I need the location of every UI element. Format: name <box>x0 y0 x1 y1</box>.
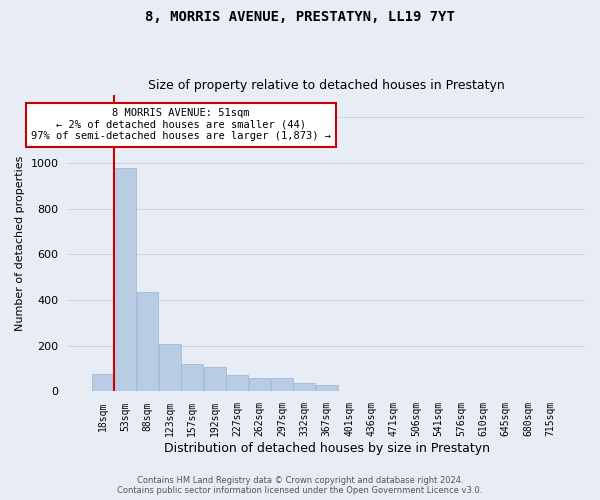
Bar <box>271 378 293 392</box>
Y-axis label: Number of detached properties: Number of detached properties <box>15 156 25 330</box>
Title: Size of property relative to detached houses in Prestatyn: Size of property relative to detached ho… <box>148 79 505 92</box>
Bar <box>92 374 113 392</box>
Bar <box>226 376 248 392</box>
Bar <box>204 368 226 392</box>
Bar <box>248 378 271 392</box>
Bar <box>159 344 181 392</box>
Bar <box>137 292 158 392</box>
Bar <box>181 364 203 392</box>
Bar <box>293 384 315 392</box>
Text: Contains HM Land Registry data © Crown copyright and database right 2024.
Contai: Contains HM Land Registry data © Crown c… <box>118 476 482 495</box>
Text: 8, MORRIS AVENUE, PRESTATYN, LL19 7YT: 8, MORRIS AVENUE, PRESTATYN, LL19 7YT <box>145 10 455 24</box>
Text: 8 MORRIS AVENUE: 51sqm
← 2% of detached houses are smaller (44)
97% of semi-deta: 8 MORRIS AVENUE: 51sqm ← 2% of detached … <box>31 108 331 142</box>
X-axis label: Distribution of detached houses by size in Prestatyn: Distribution of detached houses by size … <box>164 442 490 455</box>
Bar <box>316 384 338 392</box>
Bar <box>114 168 136 392</box>
